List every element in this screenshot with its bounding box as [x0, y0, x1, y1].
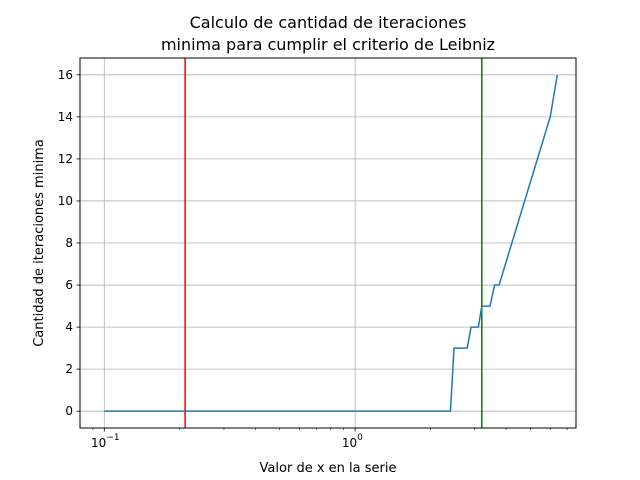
y-tick-label: 6	[65, 278, 73, 292]
x-axis-label: Valor de x en la serie	[260, 461, 397, 476]
y-axis-ticks: 0 2 4 6 8 10 12 14 16	[58, 68, 80, 418]
y-tick-label: 10	[58, 194, 73, 208]
y-tick-label: 4	[65, 320, 73, 334]
reference-lines	[184, 58, 483, 428]
x-tick-exponent: −1	[106, 433, 119, 443]
x-axis-ticks: 10 −1 10 0	[91, 428, 568, 450]
series-line	[104, 74, 559, 412]
x-tick-exponent: 0	[357, 433, 363, 443]
x-tick-label: 10	[342, 436, 357, 450]
y-tick-label: 2	[65, 362, 73, 376]
y-tick-label: 14	[58, 110, 73, 124]
y-tick-label: 16	[58, 68, 73, 82]
chart-title-line-1: Calculo de cantidad de iteraciones	[190, 13, 467, 32]
series-layer	[104, 74, 559, 412]
chart-title-line-2: minima para cumplir el criterio de Leibn…	[161, 35, 495, 54]
y-axis-label: Cantidad de iteraciones minima	[32, 139, 47, 347]
y-tick-label: 12	[58, 152, 73, 166]
y-tick-label: 0	[65, 404, 73, 418]
grid	[80, 58, 576, 428]
y-tick-label: 8	[65, 236, 73, 250]
x-tick-label: 10	[91, 436, 106, 450]
